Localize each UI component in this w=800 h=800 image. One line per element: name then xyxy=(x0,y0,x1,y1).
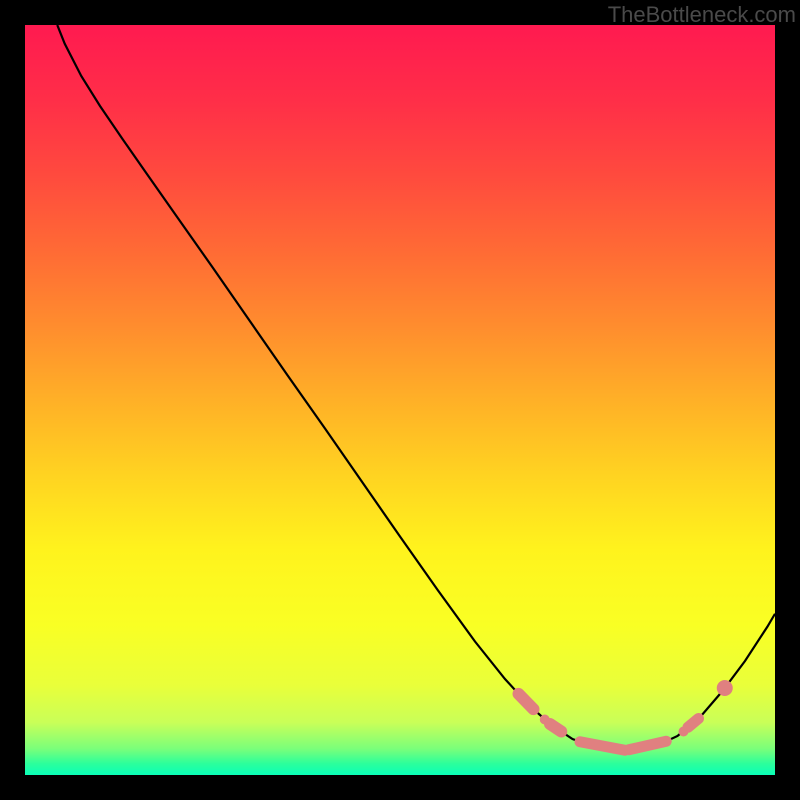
marker-dot xyxy=(717,680,733,696)
marker-pill xyxy=(550,724,561,732)
watermark-text: TheBottleneck.com xyxy=(608,2,796,28)
plot-area xyxy=(25,25,775,775)
marker-pill xyxy=(688,719,699,728)
gradient-background xyxy=(25,25,775,775)
chart-svg xyxy=(25,25,775,775)
